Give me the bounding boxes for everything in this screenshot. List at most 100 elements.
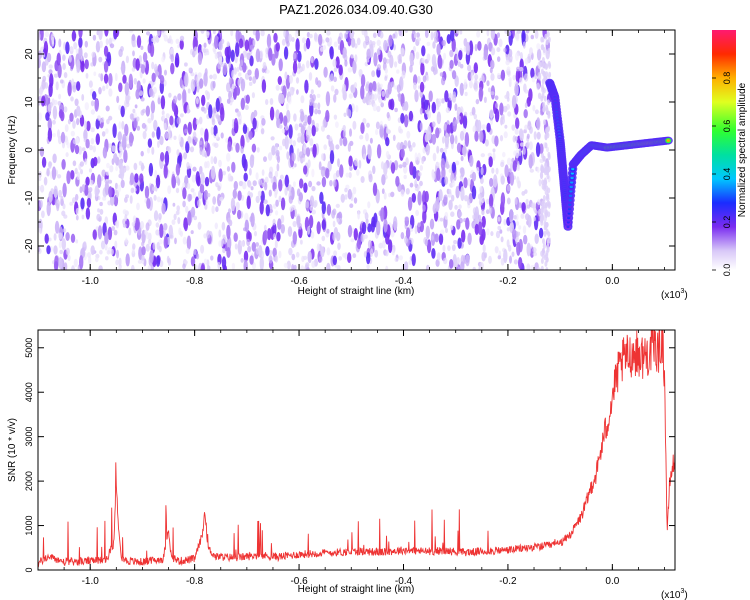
spectrogram-noise-cell — [534, 109, 539, 115]
spectrogram-noise-cell — [132, 108, 136, 114]
spectrogram-noise-cell — [129, 172, 135, 185]
spectrogram-noise-cell — [419, 107, 423, 115]
spectrogram-noise-cell — [344, 194, 348, 200]
spectrogram-noise-cell — [508, 54, 513, 63]
spectrogram-noise-cell — [366, 48, 371, 60]
spectrogram-noise-cell — [113, 194, 119, 207]
spectrogram-noise-cell — [244, 39, 249, 52]
spectrogram-noise-cell — [353, 197, 358, 204]
spectrogram-noise-cell — [115, 219, 120, 229]
spectrogram-noise-cell — [133, 78, 138, 85]
spectrogram-noise-cell — [546, 31, 550, 38]
spectrogram-noise-cell — [167, 146, 172, 154]
spectrogram-noise-cell — [102, 85, 106, 92]
spectrogram-noise-cell — [514, 197, 518, 205]
spectrogram-noise-cell — [261, 250, 265, 260]
spectrogram-noise-cell — [219, 196, 224, 202]
spectrogram-noise-cell — [69, 201, 74, 206]
spectrogram-noise-cell — [528, 88, 533, 102]
spectrogram-noise-cell — [354, 158, 359, 167]
spectrogram-noise-cell — [329, 73, 334, 82]
spectrogram-noise-cell — [282, 179, 286, 186]
spectrogram-noise-cell — [251, 241, 256, 252]
spectrogram-noise-cell — [422, 204, 426, 212]
spectrogram-noise-cell — [261, 79, 267, 93]
spectrogram-noise-cell — [278, 124, 283, 129]
colorbar-tick-label: 0.4 — [722, 168, 732, 181]
spectrogram-noise-cell — [309, 138, 314, 146]
spectrogram-noise-cell — [383, 162, 388, 176]
spectrogram-noise-cell — [249, 55, 254, 67]
spectrogram-noise-cell — [449, 59, 454, 69]
spectrogram-noise-cell — [211, 118, 216, 126]
spectrogram-noise-cell — [192, 191, 197, 198]
spectrogram-noise-cell — [287, 226, 293, 237]
spectrogram-noise-cell — [195, 97, 199, 105]
spectrogram-noise-cell — [60, 195, 64, 204]
spectrogram-noise-cell — [88, 255, 92, 265]
spectrogram-noise-cell — [107, 179, 113, 184]
spectrogram-noise-cell — [194, 137, 198, 143]
spectrogram-noise-cell — [138, 160, 143, 166]
spectrogram-noise-cell — [535, 142, 541, 158]
spectrogram-noise-cell — [113, 229, 118, 236]
spectrogram-noise-cell — [97, 115, 101, 121]
spectrogram-noise-cell — [222, 170, 226, 176]
spectrogram-noise-cell — [516, 165, 520, 171]
spectrogram-noise-cell — [179, 35, 185, 42]
spectrogram-noise-cell — [260, 128, 265, 135]
spectrogram-noise-cell — [190, 206, 196, 218]
spectrogram-noise-cell — [90, 109, 96, 115]
spectrogram-noise-cell — [336, 264, 341, 270]
spectrogram-y-tick-label: 20 — [24, 48, 35, 60]
spectrogram-noise-cell — [270, 136, 275, 141]
spectrogram-noise-cell — [436, 43, 441, 56]
spectrogram-noise-cell — [136, 80, 141, 93]
spectrogram-noise-cell — [413, 33, 417, 39]
spectrogram-noise-cell — [414, 179, 417, 188]
spectrogram-noise-cell — [272, 222, 277, 238]
spectrogram-noise-cell — [375, 129, 379, 136]
spectrogram-noise-cell — [323, 144, 328, 150]
spectrogram-noise-cell — [407, 140, 411, 149]
spectrogram-noise-cell — [68, 55, 72, 63]
spectrogram-noise-cell — [454, 135, 458, 145]
spectrogram-noise-cell — [358, 69, 363, 77]
spectrogram-noise-cell — [304, 114, 308, 124]
spectrogram-noise-cell — [57, 100, 62, 106]
spectrogram-noise-cell — [309, 195, 315, 208]
spectrogram-noise-cell — [496, 72, 501, 79]
spectrogram-noise-cell — [369, 95, 372, 102]
spectrogram-noise-cell — [486, 80, 490, 87]
spectrogram-noise-cell — [449, 259, 454, 269]
spectrogram-noise-cell — [244, 212, 249, 222]
spectrogram-noise-cell — [515, 142, 519, 150]
spectrogram-noise-cell — [171, 219, 176, 225]
spectrogram-noise-cell — [339, 137, 343, 147]
spectrogram-noise-cell — [299, 151, 304, 159]
spectrogram-noise-cell — [340, 193, 345, 203]
spectrogram-noise-cell — [226, 166, 231, 172]
spectrogram-noise-cell — [444, 176, 449, 185]
spectrogram-noise-cell — [317, 102, 321, 110]
spectrogram-noise-cell — [41, 210, 45, 219]
spectrogram-noise-cell — [441, 77, 446, 86]
spectrogram-noise-cell — [220, 238, 224, 247]
spectrogram-noise-cell — [443, 52, 447, 60]
spectrogram-y-tick-label: 0 — [24, 147, 35, 153]
spectrogram-noise-cell — [454, 119, 459, 125]
spectrogram-noise-cell — [512, 228, 517, 240]
spectrogram-noise-cell — [421, 57, 425, 64]
spectrogram-noise-cell — [99, 40, 103, 48]
spectrogram-noise-cell — [533, 131, 537, 140]
snr-x-tick-label: -0.8 — [186, 576, 204, 587]
spectrogram-noise-cell — [157, 30, 161, 37]
spectrogram-noise-cell — [364, 212, 369, 221]
spectrogram-noise-cell — [84, 59, 89, 70]
spectrogram-noise-cell — [476, 166, 480, 174]
spectrogram-noise-cell — [160, 197, 164, 205]
spectrogram-noise-cell — [491, 167, 495, 174]
spectrogram-noise-cell — [296, 215, 301, 226]
spectrogram-noise-cell — [521, 30, 526, 42]
spectrogram-noise-cell — [275, 149, 280, 157]
